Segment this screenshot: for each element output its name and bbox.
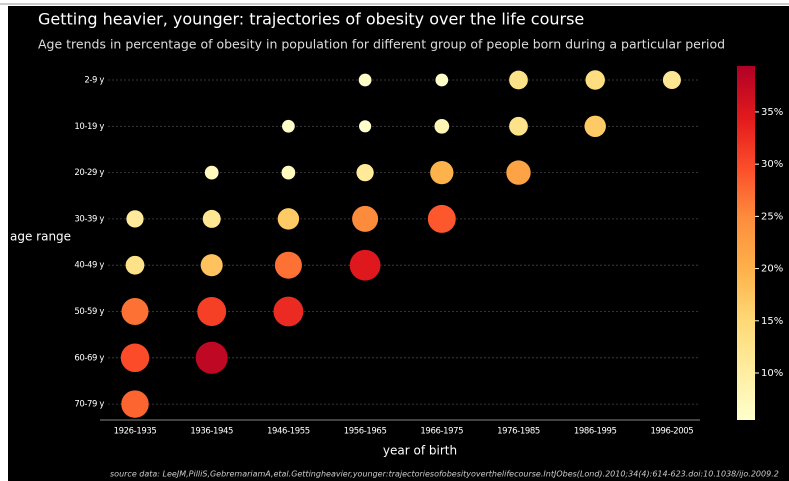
bubble (202, 209, 221, 228)
x-tick-label: 1926-1935 (114, 427, 157, 437)
bubble (352, 205, 379, 232)
y-axis-label: age range (10, 230, 71, 244)
y-tick-label: 2-9 y (84, 76, 104, 86)
bubble (662, 70, 681, 90)
bubble (121, 390, 149, 418)
bubble (509, 116, 528, 136)
bubble (126, 210, 144, 228)
x-tick-label: 1976-1985 (497, 427, 540, 437)
bubble (204, 165, 219, 180)
bubble (282, 119, 295, 133)
chart-subtitle: Age trends in percentage of obesity in p… (38, 37, 725, 52)
colorbar-tick-label: 10% (761, 368, 783, 379)
bubble (434, 118, 450, 134)
colorbar-tick-label: 30% (761, 159, 783, 170)
bubble (356, 163, 374, 182)
colorbar (737, 66, 755, 420)
bubble (427, 204, 456, 233)
bubble (197, 297, 227, 326)
source-note: source data: LeeJM,PilliS,GebremariamA,e… (110, 470, 779, 479)
y-tick-label: 20-29 y (74, 168, 104, 178)
colorbar-tick-label: 15% (761, 316, 783, 327)
bubble (349, 249, 381, 281)
x-tick-label: 1936-1945 (190, 427, 233, 437)
bubble (125, 255, 145, 275)
colorbar-tick-label: 25% (761, 211, 783, 222)
bubble (121, 297, 149, 326)
colorbar-tick-label: 20% (761, 264, 783, 275)
y-tick-label: 60-69 y (74, 353, 104, 363)
bubble (509, 70, 528, 90)
bubble (430, 160, 454, 185)
x-tick-label: 1956-1965 (344, 427, 387, 437)
y-tick-label: 70-79 y (74, 400, 104, 410)
bubble (506, 160, 531, 185)
bubble (274, 251, 302, 279)
x-tick-label: 1986-1995 (574, 427, 617, 437)
x-tick-label: 1966-1975 (420, 427, 463, 437)
bubble (435, 73, 449, 87)
bubble (120, 343, 150, 373)
bubble (281, 165, 296, 180)
bubble (273, 296, 304, 327)
bubble (359, 120, 372, 133)
colorbar-tick-label: 35% (761, 107, 783, 118)
y-tick-label: 50-59 y (74, 307, 104, 317)
bubble (358, 73, 372, 87)
x-axis-label: year of birth (383, 444, 457, 458)
x-tick-label: 1996-2005 (651, 427, 694, 437)
bubble (585, 70, 605, 90)
bubble (584, 115, 606, 138)
bubble (200, 254, 223, 277)
bubble (277, 208, 300, 230)
y-tick-label: 40-49 y (74, 261, 104, 271)
bubble (195, 341, 228, 374)
chart-title: Getting heavier, younger: trajectories o… (38, 10, 584, 29)
y-tick-label: 30-39 y (74, 214, 104, 224)
y-tick-label: 10-19 y (74, 122, 104, 132)
x-tick-label: 1946-1955 (267, 427, 310, 437)
